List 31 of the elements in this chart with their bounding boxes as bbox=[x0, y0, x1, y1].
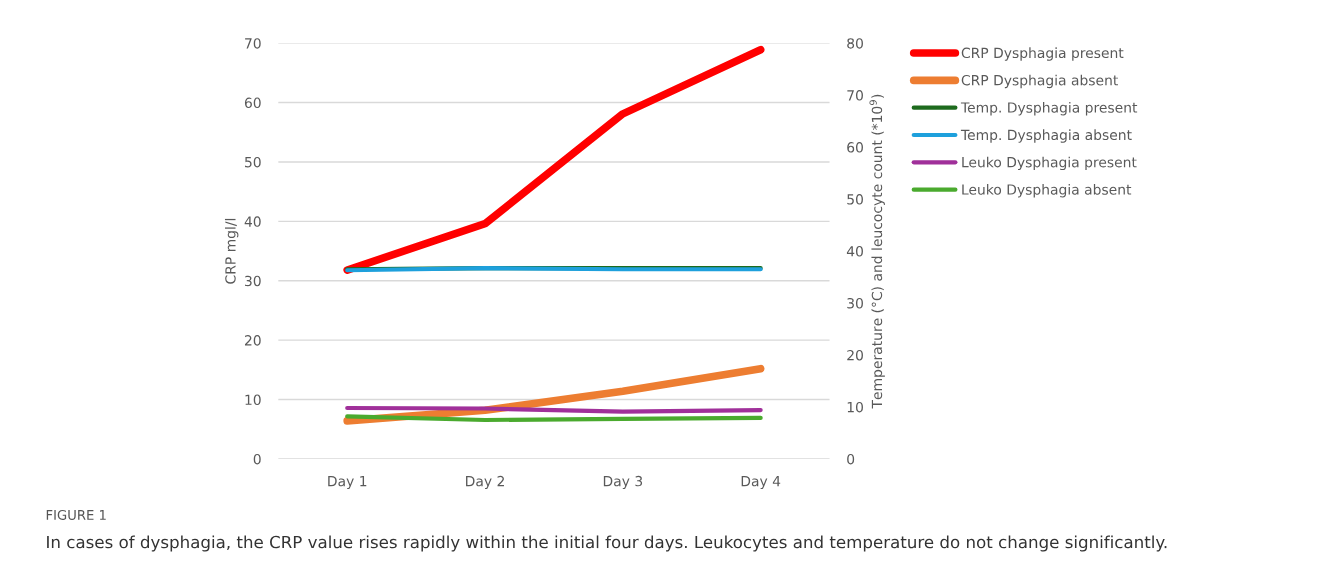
text: In cases of dysphagia, the CRP value rises rapidly within the initial four days. Leukocytes and temperature do not change significantly. bbox=[47, 535, 1167, 552]
y-tick-label: 70 bbox=[245, 38, 261, 49]
y2-axis-title: Temperature (°C) and leucocyte count (*10$^{9}$) bbox=[869, 94, 885, 409]
x-tick-label: Day 1 bbox=[328, 476, 367, 490]
y-tick-label: 40 bbox=[244, 216, 261, 227]
y-tick-label: 10 bbox=[245, 394, 261, 406]
y2-tick-label: 20 bbox=[847, 349, 863, 361]
y2-tick-label: 0 bbox=[847, 453, 855, 465]
y-tick-label: 30 bbox=[245, 275, 261, 287]
legend-label: CRP Dysphagia absent bbox=[961, 74, 1118, 89]
x-tick-label: Day 3 bbox=[603, 475, 643, 490]
legend-label: CRP Dysphagia present bbox=[961, 47, 1124, 61]
y2-tick-label: 70 bbox=[847, 90, 863, 101]
legend-label: Leuko Dysphagia absent bbox=[962, 184, 1132, 198]
x-tick-label: Day 4 bbox=[741, 476, 781, 490]
y-tick-label: 20 bbox=[244, 335, 261, 346]
caption: FIGURE 1 bbox=[46, 509, 106, 520]
y2-tick-label: 80 bbox=[847, 38, 863, 49]
y-tick-label: 60 bbox=[244, 97, 261, 109]
y2-tick-label: 40 bbox=[846, 246, 863, 257]
y-tick-label: 0 bbox=[253, 453, 261, 465]
y2-tick-label: 50 bbox=[847, 194, 863, 205]
legend-label: Temp. Dysphagia present bbox=[960, 102, 1138, 116]
legend-label: Temp. Dysphagia absent bbox=[960, 129, 1132, 143]
x-tick-label: Day 2 bbox=[466, 475, 504, 490]
legend-label: Leuko Dysphagia present bbox=[962, 156, 1137, 171]
y-tick-label: 50 bbox=[245, 156, 261, 168]
y2-tick-label: 60 bbox=[847, 142, 863, 153]
y-axis-title: CRP mgl/l bbox=[224, 218, 239, 284]
y2-tick-label: 10 bbox=[847, 401, 863, 413]
y2-tick-label: 30 bbox=[847, 298, 863, 309]
